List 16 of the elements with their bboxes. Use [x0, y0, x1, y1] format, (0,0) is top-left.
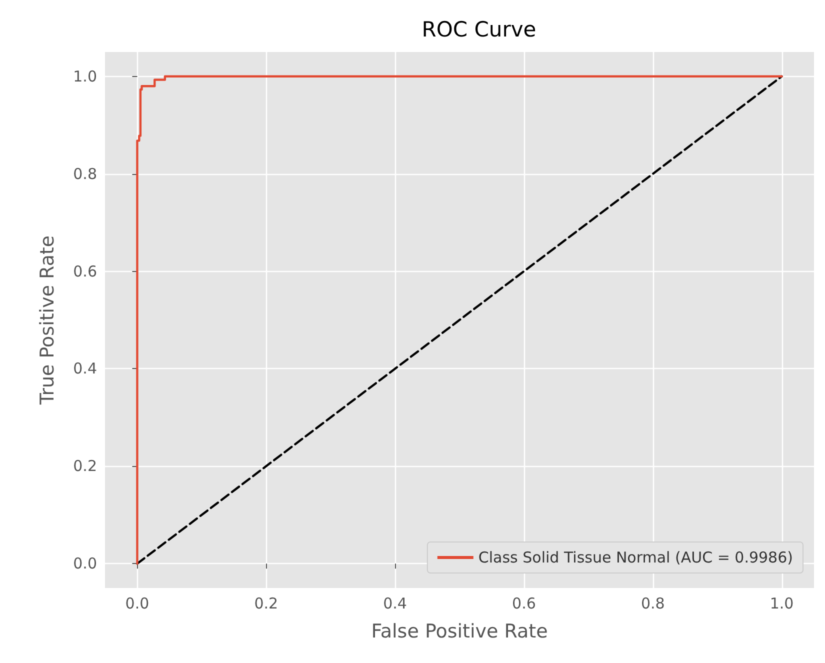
x-tick-label: 1.0: [770, 594, 794, 612]
y-tick-label: 0.8: [73, 164, 97, 183]
y-tick-label: 1.0: [73, 67, 97, 86]
x-tick-label: 0.4: [383, 594, 407, 612]
x-tick-label: 0.6: [512, 594, 536, 612]
y-tick-label: 0.4: [73, 360, 97, 378]
y-tick-label: 0.0: [73, 554, 97, 573]
x-tick-label: 0.2: [254, 594, 278, 612]
chart-title: ROC Curve: [422, 18, 536, 42]
legend-label: Class Solid Tissue Normal (AUC = 0.9986): [478, 548, 794, 566]
x-axis-title: False Positive Rate: [371, 620, 548, 642]
y-tick-label: 0.2: [73, 457, 97, 476]
y-axis-title: True Positive Rate: [36, 235, 58, 406]
y-tick-label: 0.6: [73, 262, 97, 280]
x-tick-label: 0.0: [125, 594, 150, 612]
x-tick-label: 0.8: [640, 594, 665, 612]
